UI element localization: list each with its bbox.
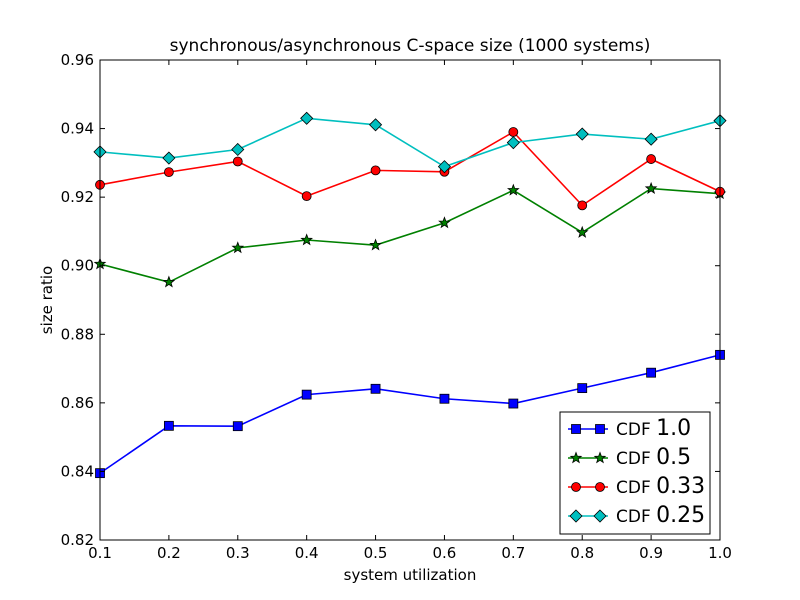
data-point <box>301 389 312 400</box>
data-point <box>370 383 381 394</box>
data-point <box>508 127 519 137</box>
x-axis-label: system utilization <box>344 566 477 584</box>
x-tick-label: 0.6 <box>433 544 457 562</box>
y-tick-label: 0.92 <box>61 188 94 206</box>
data-point <box>575 127 589 141</box>
x-tick-label: 1.0 <box>708 544 732 562</box>
legend-prefix: CDF <box>616 507 656 527</box>
x-tick-label: 0.1 <box>88 544 112 562</box>
data-point <box>370 165 381 176</box>
data-point <box>368 118 383 132</box>
y-tick-label: 0.88 <box>61 325 94 343</box>
legend-prefix: CDF <box>616 420 656 440</box>
x-tick-label: 0.5 <box>364 544 388 562</box>
legend-label: CDF 0.25 <box>616 503 705 528</box>
data-point <box>508 398 519 409</box>
legend-entry: CDF 1.0 <box>568 416 691 441</box>
data-point <box>506 136 520 150</box>
legend-marker <box>569 509 583 523</box>
legend-label: CDF 0.5 <box>616 445 691 470</box>
legend-label: CDF 1.0 <box>616 416 691 441</box>
series-line <box>99 130 721 207</box>
series-line <box>99 354 721 474</box>
legend-entry: CDF 0.5 <box>568 445 691 470</box>
y-tick-label: 0.94 <box>61 120 94 138</box>
data-point <box>231 241 245 254</box>
legend-marker <box>571 482 581 492</box>
data-point <box>577 200 588 211</box>
data-point <box>163 420 174 431</box>
data-point <box>300 233 313 246</box>
legend-value: 1.0 <box>656 416 691 441</box>
data-point <box>644 132 658 146</box>
data-point <box>437 160 452 174</box>
legend-prefix: CDF <box>616 449 656 469</box>
x-tick-label: 0.4 <box>295 544 319 562</box>
y-tick-label: 0.86 <box>61 394 94 412</box>
data-point <box>162 275 176 288</box>
series-line <box>99 187 721 284</box>
data-point <box>301 191 312 202</box>
data-point <box>369 238 382 251</box>
data-point <box>646 367 657 378</box>
y-axis-label: size ratio <box>38 266 56 334</box>
data-point <box>232 156 243 167</box>
series-3 <box>93 111 727 174</box>
legend-value: 0.25 <box>656 503 705 528</box>
y-tick-label: 0.96 <box>61 51 94 69</box>
x-tick-label: 0.8 <box>570 544 594 562</box>
series-layer <box>93 111 727 479</box>
data-point <box>644 181 658 194</box>
data-point <box>162 151 176 165</box>
data-point <box>163 167 174 178</box>
x-tick-label: 0.7 <box>501 544 525 562</box>
data-point <box>577 383 588 394</box>
legend-prefix: CDF <box>616 478 656 498</box>
legend-marker <box>593 451 607 464</box>
legend-value: 0.33 <box>656 474 705 499</box>
x-tick-label: 0.2 <box>157 544 181 562</box>
data-point <box>507 183 520 196</box>
plot-frame <box>99 59 721 541</box>
y-tick-label: 0.90 <box>61 257 94 275</box>
data-point <box>646 154 657 164</box>
x-tick-label: 0.9 <box>639 544 663 562</box>
chart-title: synchronous/asynchronous C-space size (1… <box>170 36 651 56</box>
legend-marker <box>569 451 583 464</box>
legend-marker <box>571 424 581 434</box>
legend-value: 0.5 <box>656 445 691 470</box>
legend-entry: CDF 0.33 <box>568 474 705 499</box>
legend-marker <box>593 509 607 523</box>
x-tick-label: 0.3 <box>226 544 250 562</box>
series-line <box>99 117 721 168</box>
data-point <box>232 421 243 432</box>
tick-layer: 0.1 0.2 0.3 0.4 0.5 0.6 0.7 0.8 0.9 1.0 0.82 0.84 0.… <box>61 51 732 562</box>
legend-marker <box>595 424 605 434</box>
legend-box <box>559 411 711 535</box>
data-point <box>438 216 451 229</box>
legend-label: CDF 0.33 <box>616 474 705 499</box>
data-point <box>439 393 450 404</box>
legend-entry: CDF 0.25 <box>568 503 705 528</box>
data-point <box>300 111 314 125</box>
legend-marker <box>595 482 605 492</box>
data-point <box>231 142 245 157</box>
y-tick-label: 0.84 <box>61 462 94 480</box>
data-point <box>575 225 589 238</box>
y-tick-label: 0.82 <box>61 531 94 549</box>
